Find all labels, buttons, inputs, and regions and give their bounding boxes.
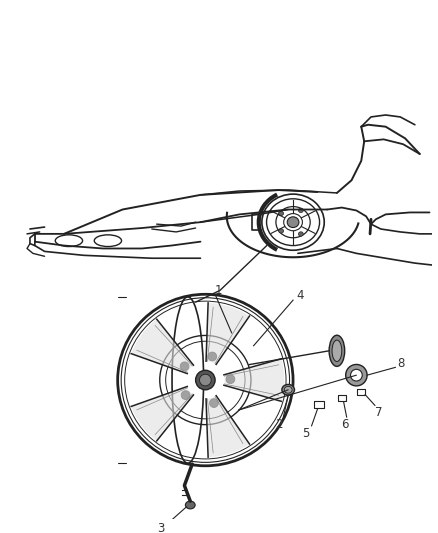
Text: 7: 7	[375, 406, 382, 419]
Ellipse shape	[284, 386, 292, 393]
Ellipse shape	[279, 211, 283, 216]
Text: 6: 6	[341, 418, 349, 431]
Text: 5: 5	[302, 427, 309, 440]
Ellipse shape	[279, 229, 283, 233]
Ellipse shape	[185, 501, 195, 509]
Polygon shape	[206, 303, 250, 365]
Text: 4: 4	[296, 289, 304, 302]
Ellipse shape	[282, 384, 294, 395]
Polygon shape	[224, 359, 284, 401]
Ellipse shape	[226, 375, 235, 384]
Ellipse shape	[196, 370, 215, 390]
Ellipse shape	[298, 208, 303, 213]
Ellipse shape	[209, 399, 218, 407]
Ellipse shape	[287, 217, 299, 228]
Ellipse shape	[350, 369, 362, 381]
Ellipse shape	[346, 365, 367, 386]
Polygon shape	[131, 319, 194, 374]
Ellipse shape	[200, 374, 211, 386]
Ellipse shape	[180, 362, 189, 371]
Ellipse shape	[208, 352, 217, 361]
Text: 2: 2	[275, 418, 282, 431]
Text: 1: 1	[214, 284, 222, 297]
Ellipse shape	[298, 232, 303, 236]
Polygon shape	[131, 386, 194, 441]
Ellipse shape	[332, 340, 342, 361]
Ellipse shape	[329, 335, 345, 366]
Text: 3: 3	[157, 522, 165, 533]
Text: 8: 8	[398, 357, 405, 370]
Ellipse shape	[181, 391, 190, 400]
Polygon shape	[206, 395, 250, 457]
